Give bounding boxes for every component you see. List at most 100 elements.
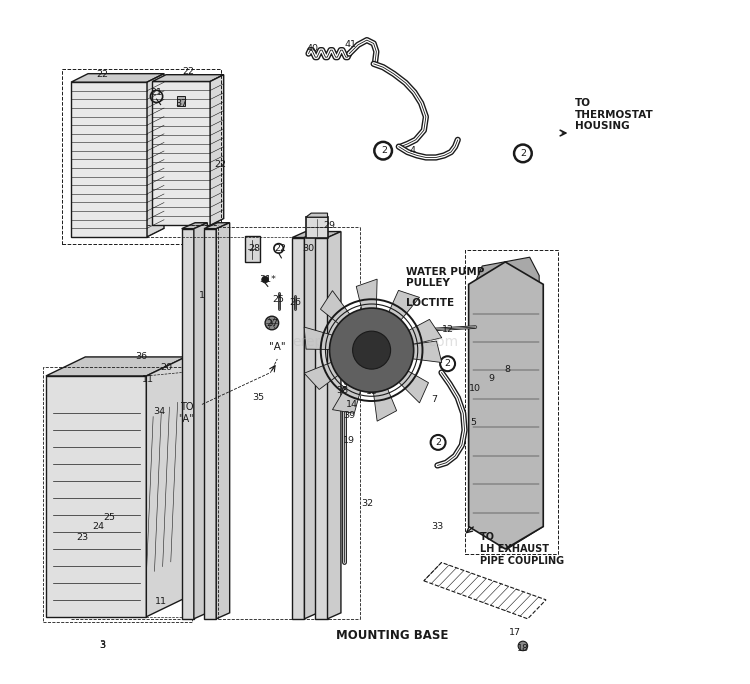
Polygon shape [71, 82, 147, 237]
Text: 22: 22 [96, 70, 108, 79]
Text: 28: 28 [248, 244, 260, 253]
Text: TO
"A": TO "A" [178, 402, 194, 424]
Text: 10: 10 [470, 384, 482, 393]
Polygon shape [386, 319, 442, 350]
Polygon shape [388, 341, 442, 363]
Text: 2: 2 [381, 146, 387, 155]
Polygon shape [46, 376, 146, 617]
Text: "A": "A" [269, 343, 286, 352]
Polygon shape [320, 291, 364, 339]
Text: 8: 8 [504, 365, 510, 373]
Text: 19: 19 [344, 436, 355, 445]
Polygon shape [473, 257, 539, 287]
Text: 39: 39 [344, 411, 355, 420]
Bar [464, 250, 558, 553]
Circle shape [265, 316, 279, 330]
Polygon shape [204, 228, 216, 619]
Text: MOUNTING BASE: MOUNTING BASE [336, 629, 448, 642]
Polygon shape [216, 223, 229, 619]
Text: 2: 2 [445, 359, 451, 368]
Polygon shape [292, 237, 304, 619]
Bar [62, 68, 221, 244]
Text: 22: 22 [214, 160, 226, 169]
Polygon shape [182, 223, 207, 228]
Text: 2: 2 [520, 149, 526, 158]
Polygon shape [304, 354, 358, 389]
Text: 2: 2 [435, 438, 441, 447]
Polygon shape [315, 237, 328, 619]
FancyBboxPatch shape [306, 217, 328, 237]
Text: 25: 25 [103, 512, 115, 521]
Text: LOCTITE: LOCTITE [406, 298, 454, 308]
Text: 35: 35 [252, 393, 264, 402]
Text: 14: 14 [346, 400, 358, 409]
Text: 38: 38 [336, 386, 349, 395]
Polygon shape [147, 74, 164, 237]
Circle shape [352, 331, 391, 369]
Text: 36: 36 [135, 352, 147, 361]
Text: ereplacementparts.com: ereplacementparts.com [292, 335, 458, 349]
Text: 9: 9 [489, 374, 495, 383]
Polygon shape [304, 327, 355, 350]
Text: 11: 11 [155, 596, 167, 605]
Text: 31*: 31* [260, 275, 276, 284]
Polygon shape [194, 223, 207, 619]
Polygon shape [332, 365, 367, 413]
Text: 27: 27 [266, 319, 278, 328]
Text: 6: 6 [342, 378, 348, 387]
Text: 41: 41 [344, 40, 356, 49]
Polygon shape [152, 75, 224, 81]
Circle shape [496, 371, 509, 384]
FancyBboxPatch shape [244, 236, 260, 262]
Text: 32: 32 [361, 499, 373, 508]
Text: 40: 40 [307, 44, 319, 53]
Text: 37: 37 [175, 98, 187, 107]
Polygon shape [315, 232, 341, 237]
Text: WATER PUMP
PULLEY: WATER PUMP PULLEY [406, 267, 484, 289]
Circle shape [484, 360, 500, 376]
Polygon shape [46, 357, 186, 376]
Bar [177, 96, 185, 106]
Polygon shape [204, 223, 230, 228]
Circle shape [262, 276, 268, 283]
Text: 11: 11 [142, 375, 154, 384]
Text: 33: 33 [431, 522, 443, 531]
Text: 3: 3 [99, 641, 105, 650]
Text: 17: 17 [509, 628, 520, 637]
Polygon shape [356, 279, 377, 334]
Polygon shape [304, 232, 318, 619]
Text: 3: 3 [99, 640, 105, 650]
Polygon shape [328, 232, 341, 619]
Text: 30: 30 [302, 244, 314, 253]
Polygon shape [507, 285, 543, 549]
Polygon shape [379, 291, 419, 338]
Circle shape [518, 641, 528, 650]
Text: TO
LH EXHAUST
PIPE COUPLING: TO LH EXHAUST PIPE COUPLING [480, 532, 564, 566]
Text: 13: 13 [366, 387, 378, 396]
Polygon shape [382, 358, 428, 403]
Text: 7: 7 [431, 395, 437, 404]
Polygon shape [306, 213, 328, 217]
Text: 5: 5 [470, 417, 476, 427]
Polygon shape [292, 232, 318, 237]
Text: 1: 1 [199, 291, 205, 300]
Circle shape [508, 381, 520, 393]
Polygon shape [210, 75, 224, 225]
Polygon shape [152, 81, 210, 225]
Polygon shape [182, 228, 194, 619]
Text: TO
THERMOSTAT
HOUSING: TO THERMOSTAT HOUSING [575, 98, 654, 131]
Text: 29: 29 [322, 221, 334, 230]
Text: 12: 12 [442, 326, 454, 334]
Text: 34: 34 [153, 407, 165, 416]
Text: 22: 22 [274, 244, 286, 253]
Bar [43, 367, 192, 622]
Text: 26: 26 [289, 298, 301, 307]
Polygon shape [71, 74, 164, 82]
Polygon shape [370, 366, 397, 421]
Text: 18: 18 [517, 644, 529, 653]
Polygon shape [469, 262, 543, 549]
Polygon shape [146, 357, 186, 617]
Text: 20: 20 [160, 363, 172, 372]
Text: 24: 24 [92, 522, 104, 531]
Text: 4: 4 [410, 146, 416, 155]
